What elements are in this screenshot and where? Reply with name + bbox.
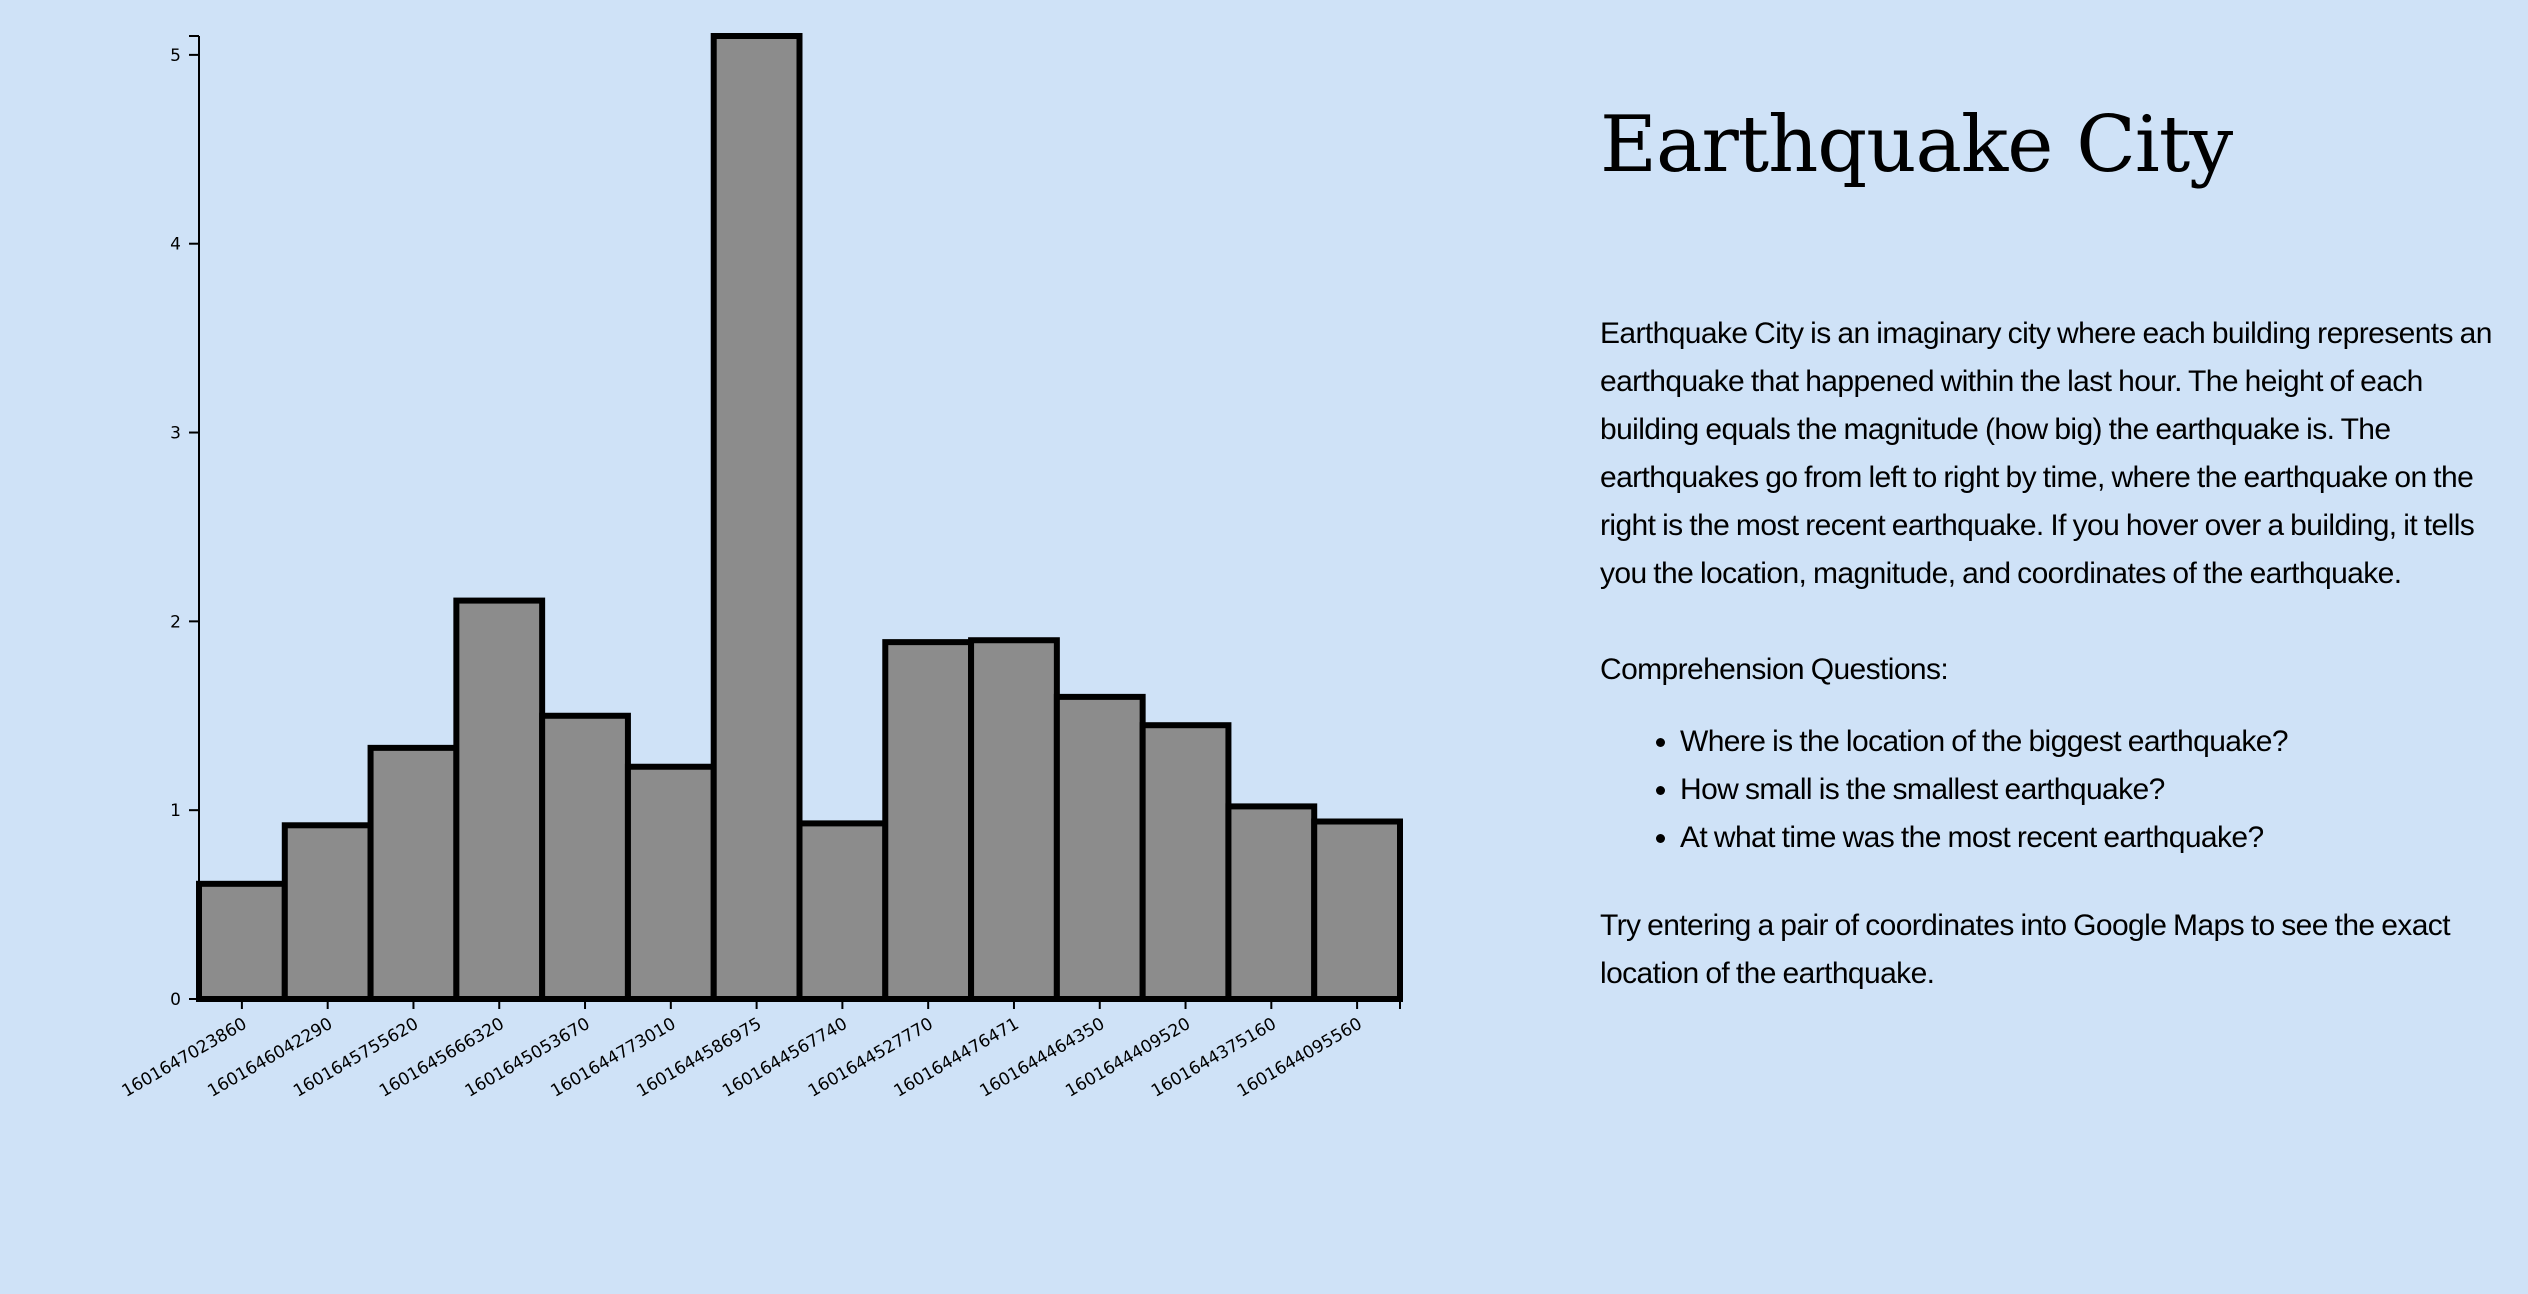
bar-1601644773010[interactable] bbox=[624, 763, 717, 1003]
question-item: Where is the location of the biggest ear… bbox=[1680, 718, 2520, 766]
y-tick-label: 5 bbox=[170, 46, 181, 66]
question-item: How small is the smallest earthquake? bbox=[1680, 766, 2520, 814]
y-tick-label: 3 bbox=[170, 424, 181, 444]
bar-1601644375160[interactable] bbox=[1225, 803, 1318, 1003]
bar-1601644586975[interactable] bbox=[710, 33, 803, 1002]
questions-heading: Comprehension Questions: bbox=[1600, 653, 1949, 686]
bar-1601645053670[interactable] bbox=[539, 712, 631, 1002]
bar-1601645666320[interactable] bbox=[453, 597, 546, 1002]
bar-1601644464350[interactable] bbox=[1053, 693, 1146, 1002]
questions-list: Where is the location of the biggest ear… bbox=[1600, 718, 2520, 862]
y-tick-label: 4 bbox=[170, 235, 181, 255]
bar-1601644409520[interactable] bbox=[1139, 722, 1232, 1002]
bar-1601646042290[interactable] bbox=[281, 822, 374, 1002]
bar-1601645755620[interactable] bbox=[367, 744, 460, 1002]
intro-paragraph: Earthquake City is an imaginary city whe… bbox=[1600, 317, 2492, 590]
bar-1601647023860[interactable] bbox=[196, 880, 288, 1002]
bar-1601644527770[interactable] bbox=[882, 639, 975, 1002]
bar-1601644567740[interactable] bbox=[796, 820, 889, 1002]
y-tick-label: 0 bbox=[170, 990, 181, 1010]
closing-paragraph: Try entering a pair of coordinates into … bbox=[1600, 909, 2451, 990]
y-tick-label: 1 bbox=[170, 801, 181, 821]
page-title: Earthquake City bbox=[1600, 100, 2233, 190]
y-tick-label: 2 bbox=[170, 612, 181, 632]
bar-1601644476471[interactable] bbox=[968, 637, 1060, 1002]
chart-svg: 0123451601647023860160164604229016016457… bbox=[119, 33, 1403, 1102]
question-item: At what time was the most recent earthqu… bbox=[1680, 814, 2520, 862]
earthquake-bar-chart: 0 1 2 3 4 5 1601647023860 1601646042290 16016457… bbox=[119, 33, 1403, 1102]
info-panel: Earthquake City Earthquake City is an im… bbox=[1600, 100, 2520, 1046]
bar-1601644095560[interactable] bbox=[1311, 818, 1403, 1002]
